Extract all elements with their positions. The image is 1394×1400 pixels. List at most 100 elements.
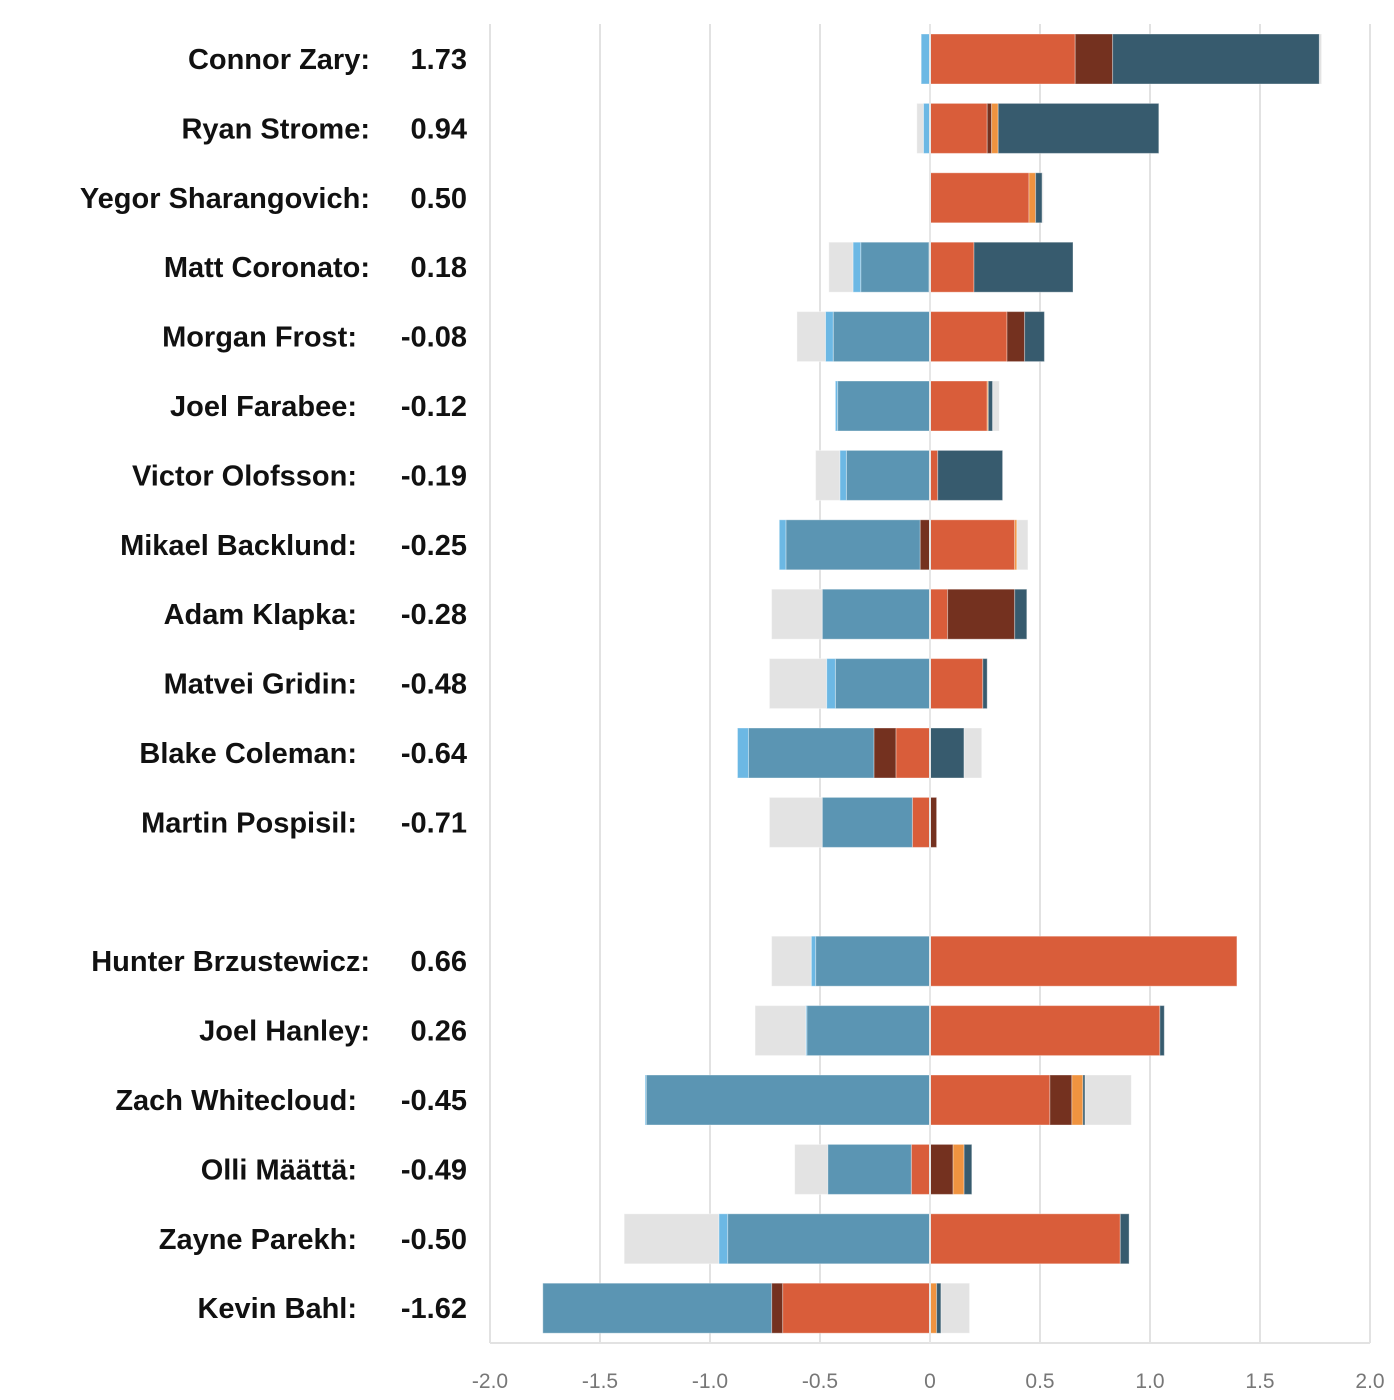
player-value: -0.08 bbox=[401, 322, 467, 354]
player-value: -0.50 bbox=[401, 1224, 467, 1256]
bar-segment-lightblue bbox=[737, 727, 749, 779]
player-value: -0.45 bbox=[401, 1085, 467, 1117]
bar-segment-red bbox=[911, 796, 931, 848]
player-value: -0.19 bbox=[401, 460, 467, 492]
bar-segment-lightblue bbox=[825, 311, 834, 363]
player-name: Morgan Frost: bbox=[162, 322, 357, 354]
bar-segment-gray bbox=[1041, 172, 1044, 224]
x-tick-label: 0.5 bbox=[1025, 1370, 1054, 1393]
x-tick-label: -1.0 bbox=[692, 1370, 728, 1393]
player-value: -1.62 bbox=[401, 1293, 467, 1325]
player-value: -0.25 bbox=[401, 530, 467, 562]
bar-segment-steelblue bbox=[821, 796, 913, 848]
bar-segment-gray bbox=[794, 1143, 829, 1195]
bar-segment-brown bbox=[986, 102, 993, 154]
player-bar bbox=[768, 658, 988, 710]
player-name: Connor Zary: bbox=[188, 44, 370, 76]
x-tick-label: -1.5 bbox=[582, 1370, 618, 1393]
bar-segment-red bbox=[929, 1213, 1121, 1265]
player-name: Matvei Gridin: bbox=[164, 669, 357, 701]
bar-segment-gray bbox=[771, 588, 823, 640]
player-bar bbox=[542, 1282, 971, 1334]
player-name: Kevin Bahl: bbox=[197, 1293, 357, 1325]
player-bar bbox=[737, 727, 983, 779]
player-name: Olli Määttä: bbox=[201, 1154, 357, 1186]
player-bar bbox=[794, 1143, 973, 1195]
bar-segment-gray bbox=[796, 311, 827, 363]
bar-segment-brown bbox=[1006, 311, 1026, 363]
player-name: Zach Whitecloud: bbox=[115, 1085, 357, 1117]
player-bar bbox=[815, 449, 1004, 501]
bar-segment-steelblue bbox=[827, 1143, 912, 1195]
x-tick-label: -2.0 bbox=[472, 1370, 508, 1393]
bar-segment-gray bbox=[1016, 519, 1029, 571]
player-value: -0.64 bbox=[401, 738, 467, 770]
bar-segment-lightblue bbox=[718, 1213, 729, 1265]
bar-segment-steelblue bbox=[542, 1282, 773, 1334]
bar-segment-red bbox=[929, 172, 1030, 224]
bar-segment-slate bbox=[1035, 172, 1043, 224]
bar-segment-steelblue bbox=[748, 727, 875, 779]
bar-segment-red bbox=[929, 935, 1238, 987]
bar-segment-lightblue bbox=[805, 1005, 808, 1057]
bar-segment-orange bbox=[1028, 172, 1037, 224]
bar-segment-lightblue bbox=[834, 380, 839, 432]
bar-segment-red bbox=[929, 311, 1008, 363]
bar-segment-red bbox=[929, 449, 939, 501]
bar-segment-red bbox=[929, 241, 975, 293]
player-value: -0.71 bbox=[401, 807, 467, 839]
bar-segment-slate bbox=[982, 658, 988, 710]
player-value: 0.66 bbox=[411, 946, 467, 978]
x-tick-label: 2.0 bbox=[1355, 1370, 1384, 1393]
player-bar bbox=[768, 796, 938, 848]
player-name: Joel Hanley: bbox=[199, 1016, 370, 1048]
player-bar bbox=[644, 1074, 1132, 1126]
bar-segment-gray bbox=[828, 241, 854, 293]
bar-segment-brown bbox=[873, 727, 897, 779]
bar-segment-lightblue bbox=[644, 1074, 647, 1126]
bar-segment-orange bbox=[1071, 1074, 1084, 1126]
bar-segment-red bbox=[929, 519, 1016, 571]
bar-segment-steelblue bbox=[845, 449, 931, 501]
bar-segment-steelblue bbox=[785, 519, 921, 571]
player-bar bbox=[920, 33, 1323, 85]
bar-segment-slate bbox=[1159, 1005, 1165, 1057]
bar-segment-gray bbox=[916, 102, 924, 154]
bar-segment-slate bbox=[1119, 1213, 1130, 1265]
player-value: 0.50 bbox=[411, 183, 467, 215]
bar-segment-steelblue bbox=[834, 658, 931, 710]
bar-segment-gray bbox=[1084, 1074, 1132, 1126]
bar-segment-red bbox=[929, 588, 949, 640]
player-bar bbox=[929, 172, 1044, 224]
bar-segment-steelblue bbox=[806, 1005, 931, 1057]
bar-segment-slate bbox=[1112, 33, 1320, 85]
player-name: Adam Klapka: bbox=[164, 599, 357, 631]
player-bar bbox=[828, 241, 1074, 293]
player-name: Victor Olofsson: bbox=[132, 460, 357, 492]
bar-segment-slate bbox=[987, 380, 994, 432]
player-name: Matt Coronato: bbox=[164, 252, 370, 284]
bar-segment-gray bbox=[754, 1005, 807, 1057]
bar-segment-gray bbox=[771, 935, 812, 987]
bar-segment-slate bbox=[997, 102, 1160, 154]
player-bar bbox=[916, 102, 1160, 154]
player-value: 1.73 bbox=[411, 44, 467, 76]
bar-segment-orange bbox=[952, 1143, 965, 1195]
bar-segment-orange bbox=[991, 102, 999, 154]
bars bbox=[542, 24, 1323, 1343]
bar-segment-red bbox=[929, 102, 988, 154]
player-value: 0.94 bbox=[411, 113, 467, 145]
bar-segment-slate bbox=[1014, 588, 1028, 640]
bar-segment-slate bbox=[936, 1282, 942, 1334]
bar-segment-lightblue bbox=[810, 935, 817, 987]
player-bar bbox=[834, 380, 1000, 432]
bar-segment-red bbox=[895, 727, 931, 779]
player-bar bbox=[771, 935, 1238, 987]
bar-segment-steelblue bbox=[860, 241, 930, 293]
bar-segment-gray bbox=[1318, 33, 1323, 85]
bar-segment-red bbox=[929, 380, 988, 432]
player-name: Yegor Sharangovich: bbox=[80, 183, 370, 215]
player-labels: Connor Zary: 1.73 Ryan Strome: 0.94 Yegor Sh… bbox=[80, 44, 467, 1325]
bar-segment-gray bbox=[768, 796, 823, 848]
player-bar bbox=[778, 519, 1029, 571]
